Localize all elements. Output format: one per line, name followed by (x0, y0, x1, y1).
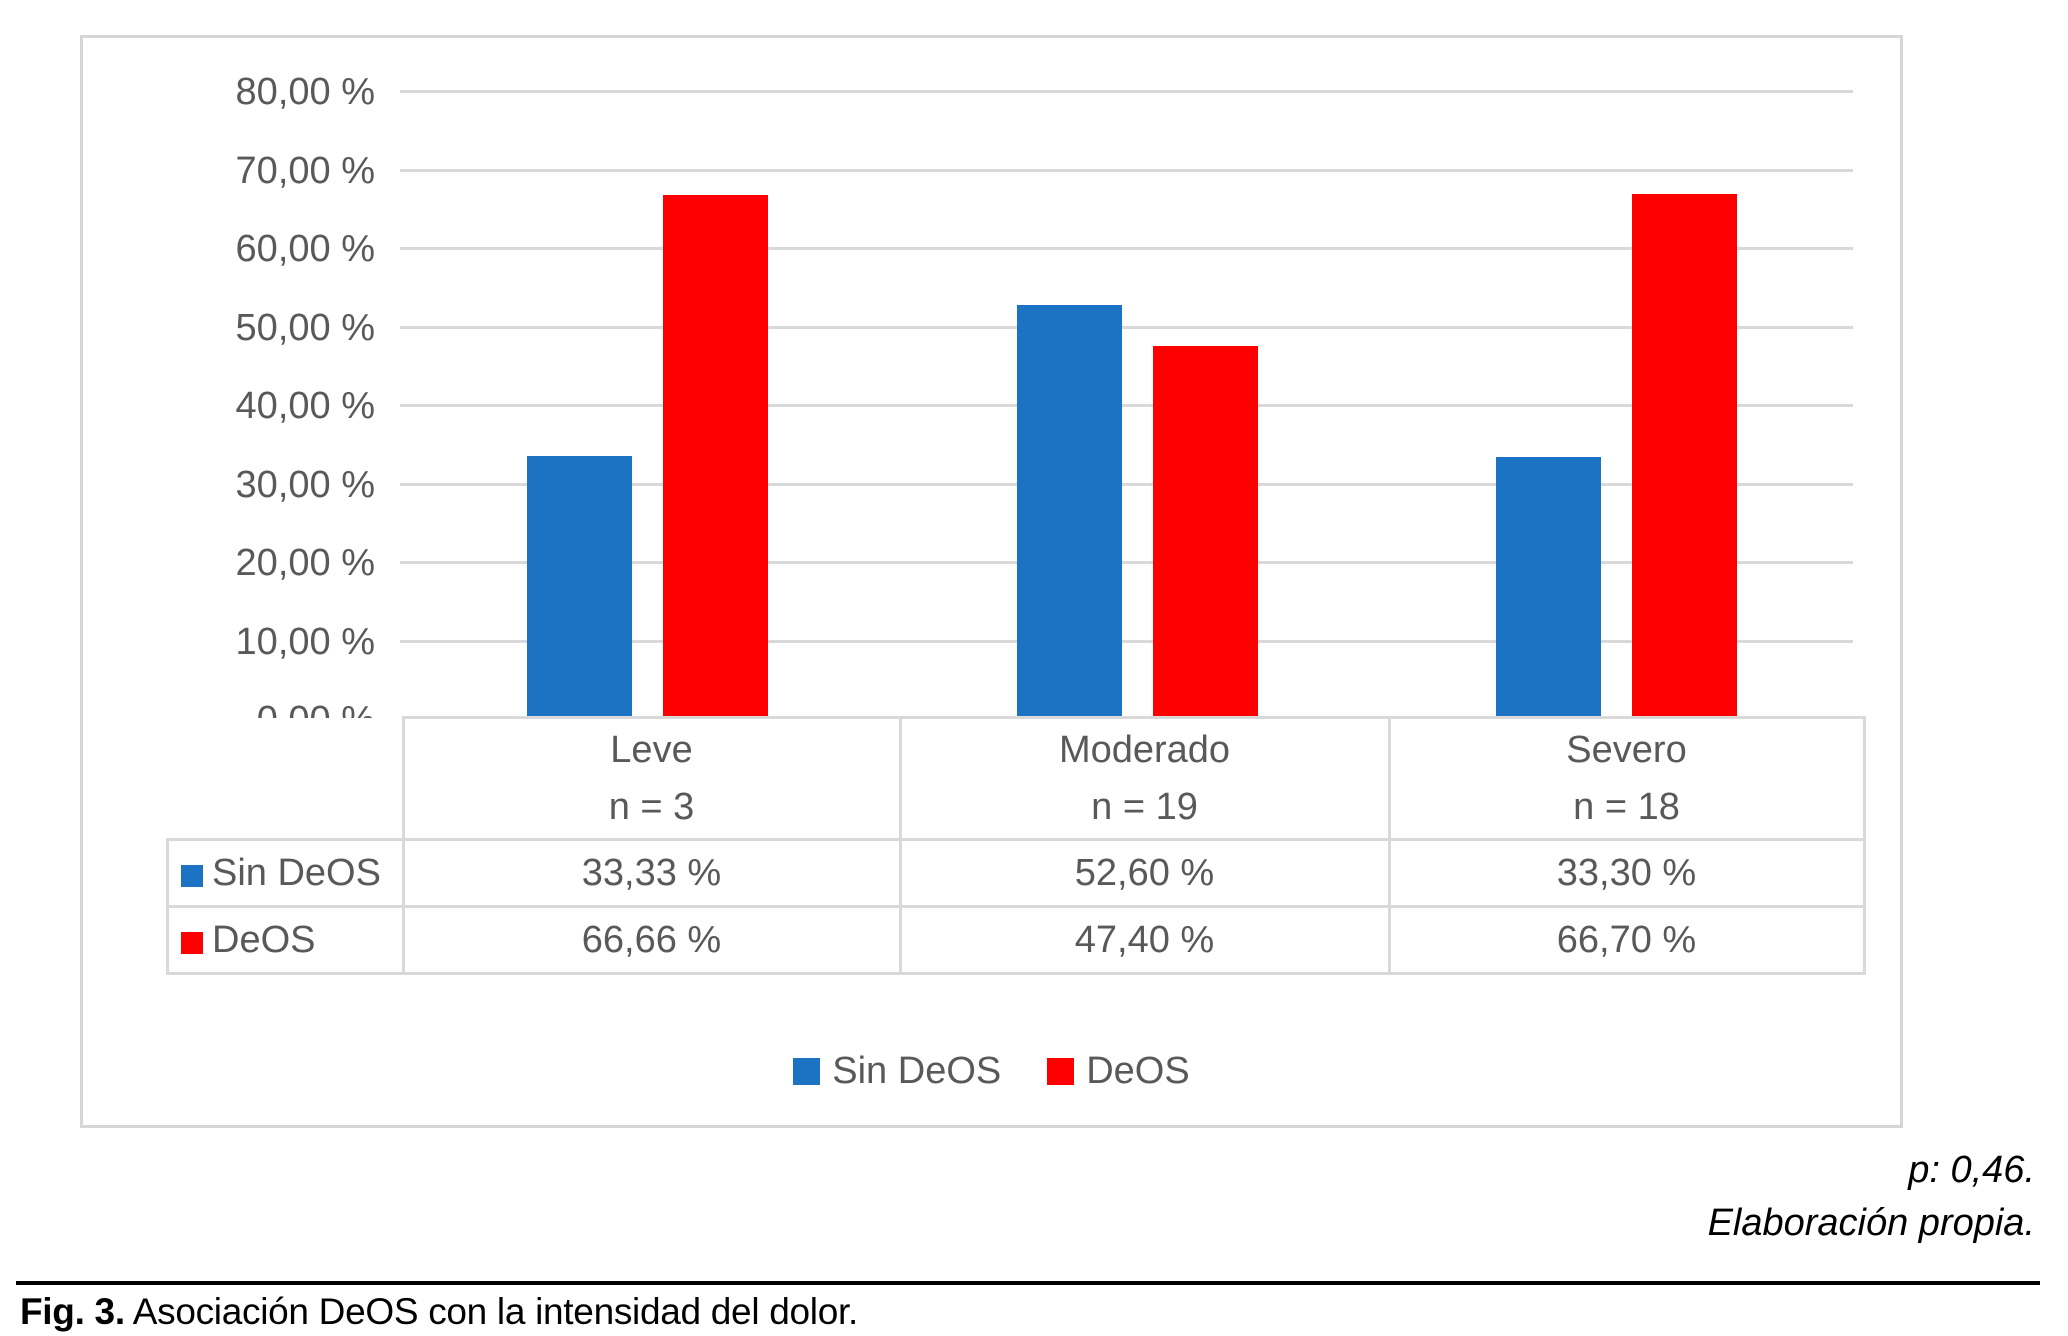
table-value-cell: 33,33 % (401, 838, 902, 908)
category-label: Moderado (1058, 728, 1231, 771)
gridline (400, 90, 1853, 93)
table-corner-cell (167, 717, 403, 840)
y-axis-tick-label: 30,00 % (235, 463, 375, 506)
series-key-icon (181, 864, 203, 887)
gridline (400, 482, 1853, 486)
table-value-cell: 66,70 % (1387, 905, 1866, 975)
y-axis-tick-label: 70,00 % (235, 149, 375, 192)
figure-caption: Fig. 3. Asociación DeOS con la intensida… (20, 1291, 858, 1333)
bar-deos-severo (1631, 194, 1737, 718)
gridline (400, 639, 1853, 643)
caption-divider-rule (16, 1281, 2040, 1285)
bar-sin-deos-moderado (1016, 305, 1122, 718)
table-value-cell: 47,40 % (898, 905, 1391, 975)
series-name: DeOS (212, 918, 316, 961)
table-value-cell: 52,60 % (898, 838, 1391, 908)
bar-sin-deos-leve (526, 456, 632, 718)
p-value-note: p: 0,46. (1908, 1149, 2035, 1191)
y-axis-tick-label: 80,00 % (235, 71, 375, 113)
series-key-icon (181, 931, 203, 954)
y-axis-tick-label: 40,00 % (235, 385, 375, 427)
y-axis-tick-label: 50,00 % (235, 306, 375, 349)
legend-swatch-icon (793, 1058, 821, 1085)
bar-sin-deos-severo (1495, 456, 1601, 718)
gridline (400, 561, 1853, 564)
chart-data-table: Leve n = 3 Moderado n = 19 Severo n = 18 Sin D… (166, 716, 1866, 975)
gridline (400, 168, 1853, 172)
category-count-label: n = 19 (1091, 785, 1198, 828)
chart-legend: Sin DeOS DeOS (83, 1050, 1900, 1093)
table-value-cell: 33,30 % (1387, 838, 1866, 908)
gridline (400, 247, 1853, 250)
table-row-label-deos: DeOS (166, 905, 405, 975)
y-axis-tick-label: 20,00 % (235, 542, 375, 584)
bar-deos-moderado (1152, 345, 1258, 718)
legend-item-sin-deos: Sin DeOS (793, 1050, 1001, 1093)
source-note: Elaboración propia. (1707, 1202, 2035, 1244)
gridline (400, 325, 1853, 329)
legend-label: DeOS (1086, 1050, 1190, 1092)
table-row-label-sin-deos: Sin DeOS (166, 838, 405, 908)
figure-caption-label: Fig. 3. (20, 1291, 125, 1332)
table-header-leve: Leve n = 3 (401, 716, 902, 841)
figure-caption-text: Asociación DeOS con la intensidad del do… (124, 1291, 859, 1332)
y-axis-tick-label: 60,00 % (235, 228, 375, 270)
legend-swatch-icon (1047, 1058, 1075, 1085)
legend-item-deos: DeOS (1047, 1050, 1190, 1093)
table-value-cell: 66,66 % (401, 905, 902, 975)
gridline (400, 404, 1853, 407)
table-header-severo: Severo n = 18 (1387, 716, 1866, 841)
category-count-label: n = 18 (1573, 785, 1680, 828)
chart-container: 80,00 % 70,00 % 60,00 % 50,00 % 40,00 % 30,00… (80, 35, 1903, 1128)
category-label: Severo (1566, 728, 1687, 771)
table-header-moderado: Moderado n = 19 (898, 716, 1391, 841)
category-label: Leve (610, 728, 693, 771)
category-count-label: n = 3 (608, 785, 695, 828)
legend-label: Sin DeOS (832, 1050, 1002, 1092)
bar-deos-leve (662, 194, 768, 718)
series-name: Sin DeOS (212, 851, 381, 894)
y-axis-tick-label: 10,00 % (235, 620, 375, 663)
